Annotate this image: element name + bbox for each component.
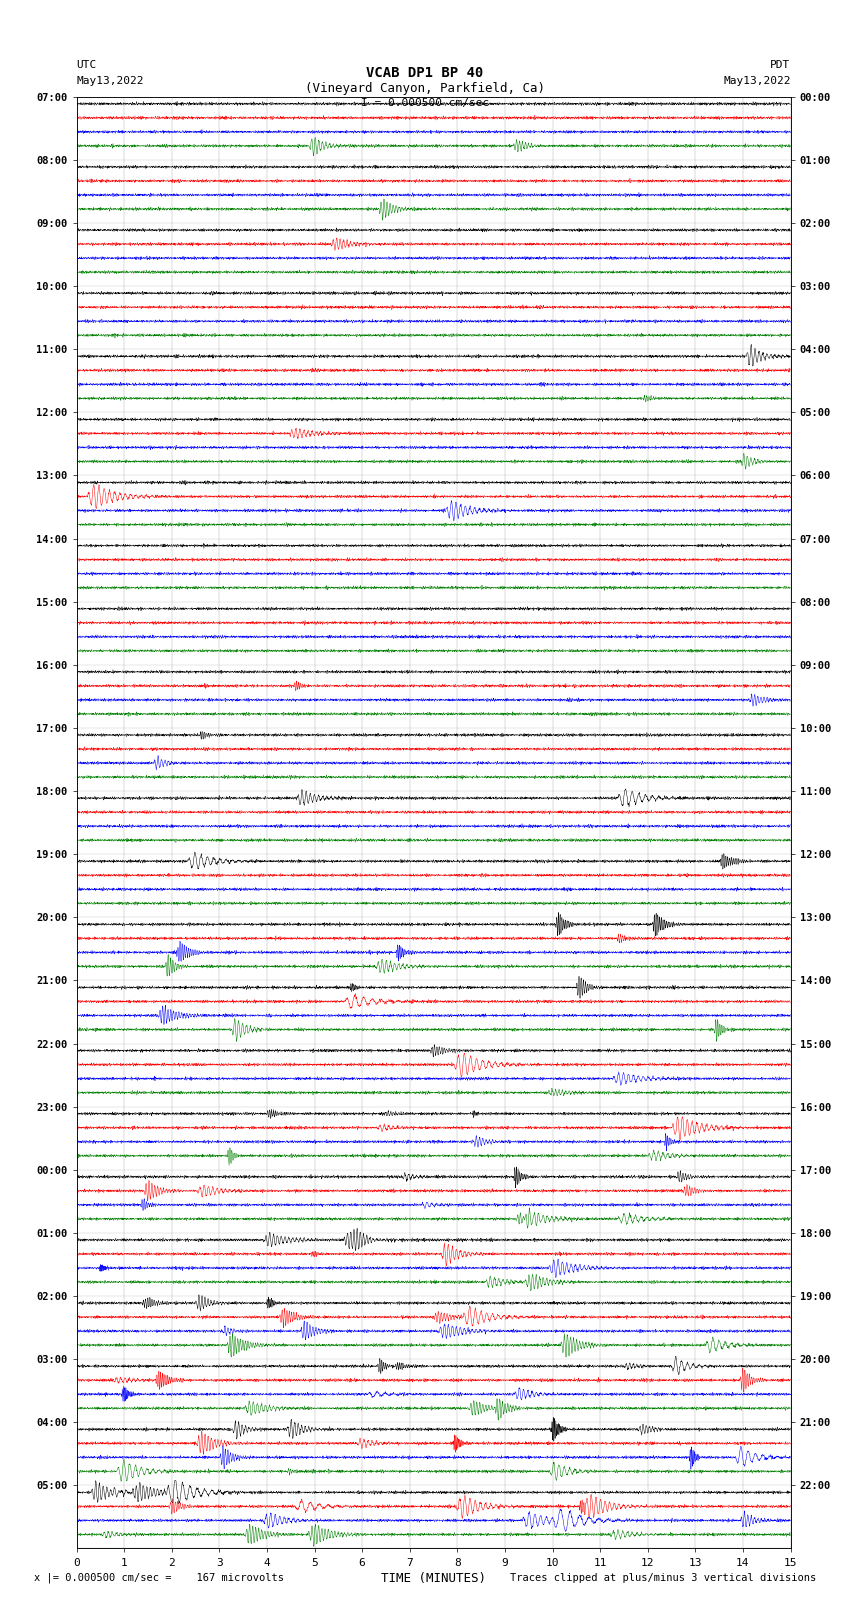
Text: I = 0.000500 cm/sec: I = 0.000500 cm/sec bbox=[361, 98, 489, 108]
X-axis label: TIME (MINUTES): TIME (MINUTES) bbox=[381, 1571, 486, 1584]
Text: UTC: UTC bbox=[76, 60, 97, 69]
Text: PDT: PDT bbox=[770, 60, 790, 69]
Text: May13,2022: May13,2022 bbox=[76, 76, 144, 85]
Text: (Vineyard Canyon, Parkfield, Ca): (Vineyard Canyon, Parkfield, Ca) bbox=[305, 82, 545, 95]
Text: VCAB DP1 BP 40: VCAB DP1 BP 40 bbox=[366, 66, 484, 79]
Text: May13,2022: May13,2022 bbox=[723, 76, 791, 85]
Text: x |= 0.000500 cm/sec =    167 microvolts: x |= 0.000500 cm/sec = 167 microvolts bbox=[34, 1573, 284, 1582]
Text: Traces clipped at plus/minus 3 vertical divisions: Traces clipped at plus/minus 3 vertical … bbox=[510, 1573, 816, 1582]
